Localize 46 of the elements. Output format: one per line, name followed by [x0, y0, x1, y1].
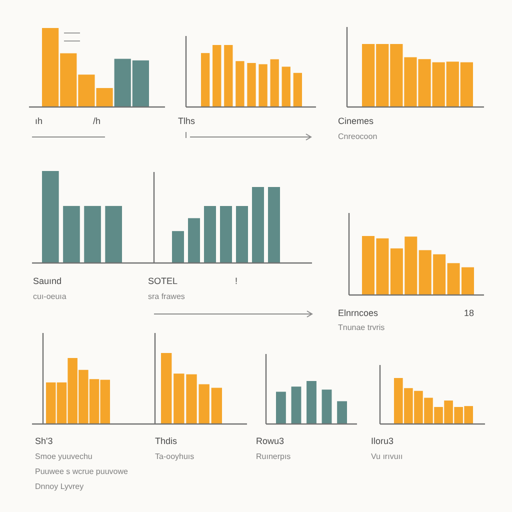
text: Elnrncoes — [338, 308, 379, 318]
bar — [247, 62, 256, 107]
text: Iloru3 — [371, 436, 394, 446]
text: Cinemes — [338, 116, 374, 126]
text: Dnnoy Lyvrey — [35, 482, 84, 491]
bar — [201, 53, 210, 107]
text: Puuwee s wcrue puuvowe — [35, 467, 128, 476]
bar — [236, 206, 248, 263]
bar — [270, 59, 279, 107]
bar — [204, 206, 216, 263]
bar — [293, 72, 302, 107]
bar — [276, 392, 286, 424]
text: Sh'3 — [35, 436, 53, 446]
bar — [161, 353, 172, 424]
bar — [172, 231, 184, 263]
text: cuı-oeuıa — [33, 292, 67, 301]
text: sra frawes — [148, 292, 185, 301]
bar — [282, 66, 290, 107]
text: Thdis — [155, 436, 178, 446]
bar — [220, 206, 232, 263]
text: ! — [235, 276, 238, 286]
text: SOTEL — [148, 276, 178, 286]
text: Tlhs — [178, 116, 196, 126]
bar — [268, 187, 280, 263]
bar — [258, 64, 268, 107]
text: Vu ırıvuıı — [371, 452, 403, 461]
bar — [337, 401, 347, 424]
text: ıh — [35, 116, 43, 126]
bar — [306, 381, 316, 424]
bar — [236, 61, 244, 107]
bar — [224, 45, 233, 107]
text: Sauınd — [33, 276, 62, 286]
text: Cnreocoon — [338, 132, 378, 141]
text: Tnunae trvris — [338, 323, 385, 332]
bar — [212, 45, 222, 107]
bar — [188, 218, 200, 263]
bar — [291, 386, 302, 424]
bar — [252, 187, 264, 263]
text: Ta-ooyhuıs — [155, 452, 194, 461]
text: Ruınerpıs — [256, 452, 291, 461]
text: /h — [93, 116, 101, 126]
bar — [322, 390, 332, 424]
text: Smoe yuuvechu — [35, 452, 92, 461]
bar — [211, 388, 222, 424]
text: 18 — [464, 308, 474, 318]
text: Rowu3 — [256, 436, 284, 446]
